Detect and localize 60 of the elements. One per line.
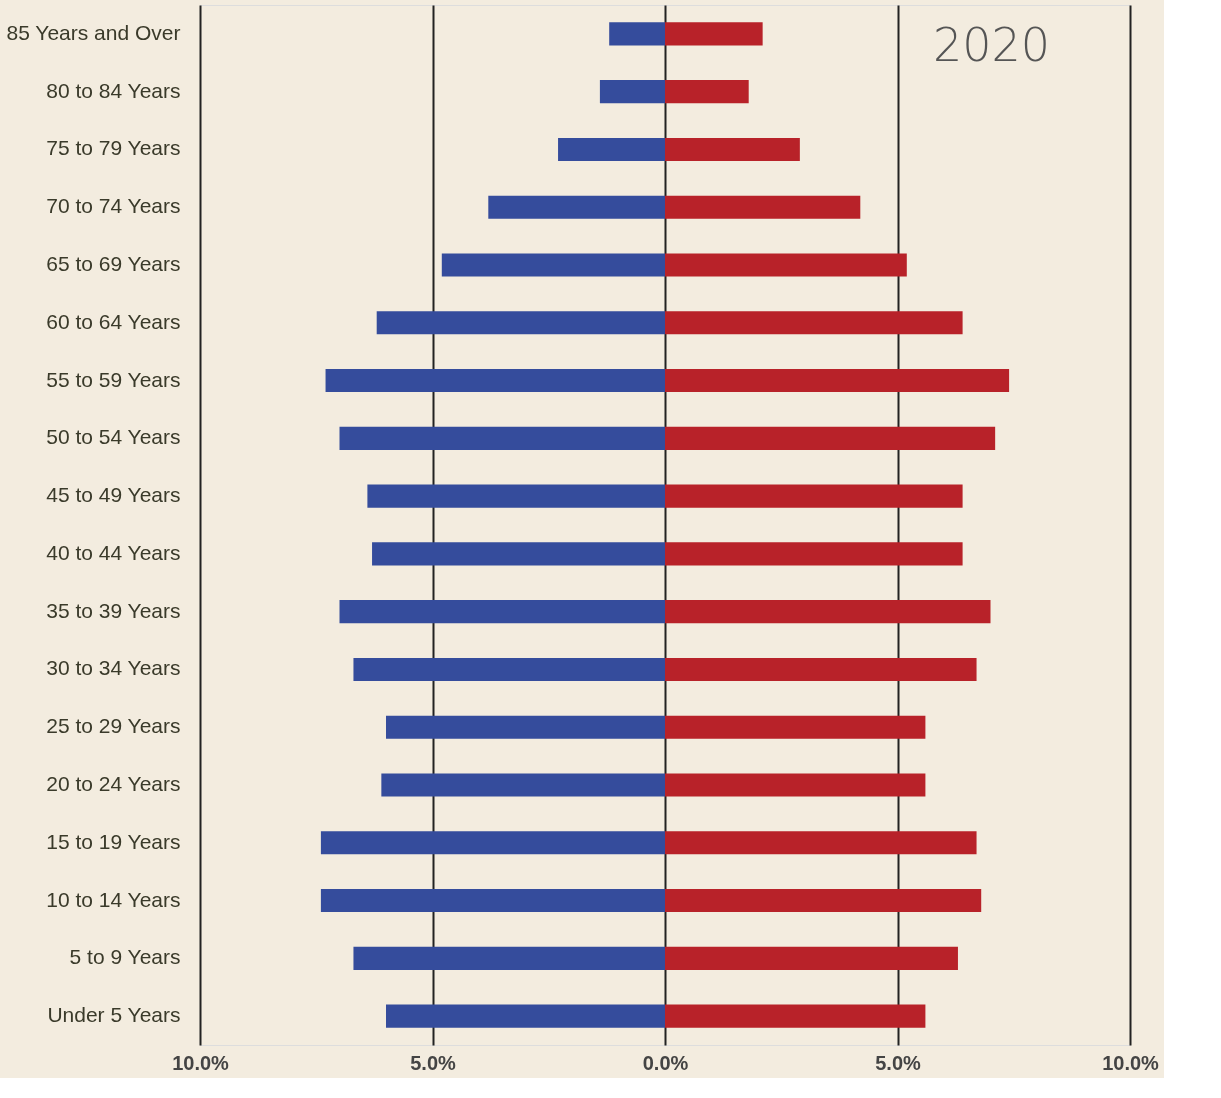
bar	[665, 715, 926, 739]
bar	[441, 253, 665, 277]
x-tick-label: 10.0%	[172, 1051, 230, 1074]
y-tick-label: 60 to 64 Years	[46, 309, 181, 333]
annotation: 2020	[932, 18, 1050, 72]
bar	[665, 80, 749, 104]
y-tick-label: 85 Years and Over	[6, 20, 181, 44]
bar	[386, 715, 665, 739]
bar	[339, 600, 665, 624]
bar	[353, 946, 665, 970]
y-tick-label: 70 to 74 Years	[46, 194, 181, 218]
bar	[372, 542, 665, 566]
bar	[665, 889, 982, 913]
bar	[665, 369, 1010, 393]
x-tick-label: 0.0%	[642, 1051, 689, 1074]
bar	[665, 195, 861, 219]
x-tick-label: 5.0%	[410, 1051, 457, 1074]
bar	[386, 1004, 665, 1028]
y-tick-label: 65 to 69 Years	[46, 252, 181, 275]
bar	[665, 946, 958, 970]
bar	[665, 600, 991, 624]
x-tick-label: 10.0%	[1102, 1051, 1160, 1074]
y-tick-label: 75 to 79 Years	[46, 136, 181, 160]
bar	[665, 22, 763, 46]
y-tick-label: 40 to 44 Years	[46, 540, 181, 564]
bar	[665, 773, 926, 797]
bar	[665, 542, 963, 566]
bar	[320, 831, 665, 855]
bar	[339, 426, 665, 450]
bar	[665, 311, 963, 335]
bar	[665, 657, 977, 681]
bar	[599, 80, 665, 104]
y-tick-label: 50 to 54 Years	[46, 425, 181, 449]
y-tick-label: 30 to 34 Years	[46, 656, 181, 680]
bar	[381, 773, 665, 797]
bar	[376, 311, 665, 335]
bar	[665, 831, 977, 855]
bar	[665, 426, 996, 450]
bar	[367, 484, 665, 508]
y-tick-label: 25 to 29 Years	[46, 714, 181, 738]
y-tick-label: 45 to 49 Years	[46, 483, 181, 507]
y-tick-label: 5 to 9 Years	[69, 945, 181, 969]
bar	[665, 1004, 926, 1028]
bar	[325, 369, 665, 393]
y-tick-label: 80 to 84 Years	[46, 78, 181, 102]
bar	[320, 889, 665, 913]
y-tick-label: 15 to 19 Years	[46, 829, 181, 853]
bar	[665, 253, 907, 277]
bar	[353, 657, 665, 681]
x-tick-label: 5.0%	[875, 1051, 922, 1074]
bar	[558, 137, 665, 161]
y-tick-label: 55 to 59 Years	[46, 367, 181, 391]
y-tick-label: Under 5 Years	[47, 1003, 181, 1027]
y-tick-label: 20 to 24 Years	[46, 772, 181, 795]
bar	[488, 195, 665, 219]
bar	[665, 137, 800, 161]
y-tick-label: 35 to 39 Years	[46, 598, 181, 622]
bar	[665, 484, 963, 508]
y-tick-label: 10 to 14 Years	[46, 887, 181, 911]
bar	[609, 22, 665, 46]
